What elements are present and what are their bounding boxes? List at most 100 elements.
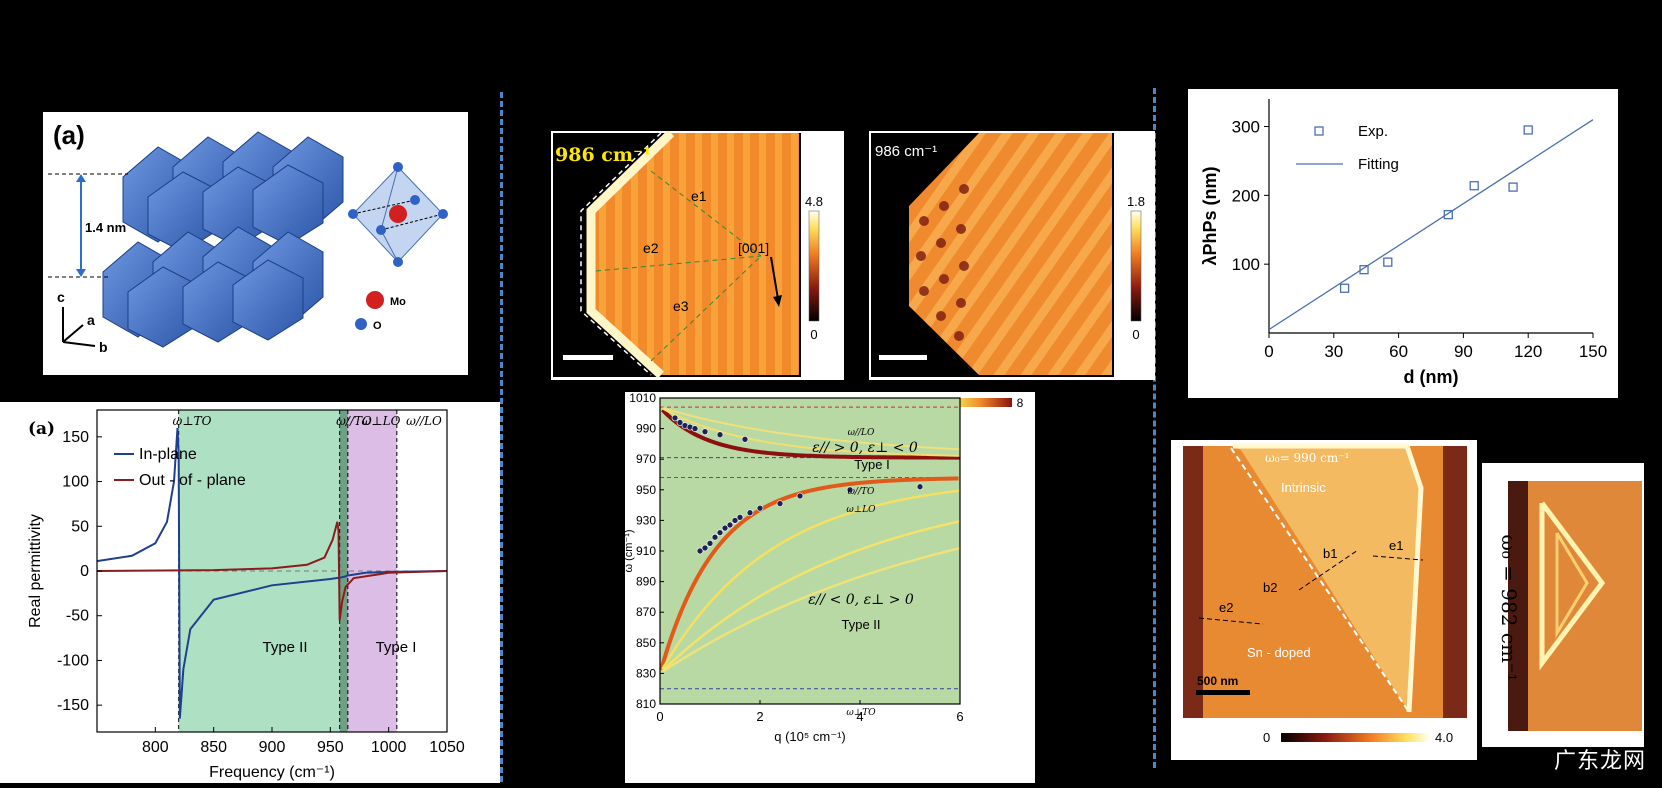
y-tick-label: 930	[636, 513, 656, 527]
octahedra-layer-bottom	[102, 226, 324, 348]
marker-to-perp: ω⊥TO	[173, 414, 212, 428]
side-panel: ω₀ = 982 cm⁻¹	[1482, 463, 1644, 747]
fitting-line	[1268, 119, 1594, 331]
wavelength-chart: 0 30 60 90 120 150 100 200 300 d (nm) λPhPs (nm) E…	[1200, 99, 1607, 387]
y-tick-label: 200	[1232, 186, 1260, 205]
data-point	[671, 414, 679, 422]
legend-fit: Fitting	[1358, 156, 1399, 173]
x-tick-label: 30	[1324, 342, 1343, 361]
label-lo-perp: ω⊥LO	[846, 505, 876, 515]
type2-branch	[659, 476, 959, 671]
side-image: ω₀ = 982 cm⁻¹	[1482, 463, 1644, 747]
exp-point	[1443, 209, 1453, 220]
wavelength-panel: 0 30 60 90 120 150 100 200 300 d (nm) λPhPs (nm) E…	[1188, 89, 1618, 398]
data-point	[701, 544, 709, 552]
exp-point	[1523, 125, 1533, 135]
label-e2: e2	[1219, 600, 1233, 615]
marker-to-par: ω//TO	[336, 414, 372, 428]
type1-label: Type I	[854, 457, 889, 472]
colorbar-max: 1.8	[1127, 194, 1145, 209]
nearfield-image-right: 986 cm⁻¹ 1.8 0	[871, 133, 1145, 377]
x-tick-label: 850	[200, 739, 227, 756]
type1-branch	[661, 408, 961, 460]
type1-higher-branch	[662, 406, 961, 451]
axis-b-label: b	[99, 339, 108, 355]
x-tick-label: 800	[142, 739, 169, 756]
type2-higher-branch	[661, 546, 961, 673]
scale-bar	[879, 355, 927, 360]
sn-doped-image: ω₀= 990 cm⁻¹ Intrinsic b1 b2 e1 e2 Sn - …	[1183, 443, 1467, 745]
x-tick-label: 90	[1454, 342, 1473, 361]
y-axis-label: λPhPs (nm)	[1200, 166, 1220, 265]
divider-left	[500, 92, 503, 782]
data-point	[726, 521, 734, 529]
y-tick-label: -100	[57, 652, 89, 669]
dispersion-panel: 0 8 024610109909709509309108908708508308…	[623, 391, 1035, 783]
y-tick-label: 50	[71, 518, 89, 535]
data-point	[846, 486, 854, 494]
label-b2: b2	[1263, 580, 1277, 595]
edge-e3: e3	[673, 298, 689, 314]
x-axis-label: q (10⁵ cm⁻¹)	[774, 729, 845, 744]
y-tick-label: -50	[66, 608, 89, 625]
interference-spots	[916, 184, 969, 341]
type1-higher-branch	[662, 407, 961, 457]
legend-mo: Mo	[390, 296, 406, 308]
x-tick-label: 6	[956, 709, 963, 724]
y-tick-label: 910	[636, 544, 656, 558]
y-axis-label: ω (cm⁻¹)	[625, 529, 635, 572]
x-tick-label: 1050	[429, 739, 465, 756]
x-tick-label: 900	[259, 739, 286, 756]
type2-higher-branch	[661, 489, 961, 670]
x-tick-label: 150	[1579, 342, 1607, 361]
x-tick-label: 1000	[371, 739, 407, 756]
scale-bar-label: 500 nm	[1197, 674, 1238, 688]
label-e1: e1	[1389, 538, 1403, 553]
crystal-structure-figure: (a) 1.4 nm c a	[48, 120, 448, 355]
y-tick-label: 990	[636, 422, 656, 436]
permittivity-panel: (a) 800 850 900 950 1000 1050 150 100 50 0 -50 -100…	[0, 402, 500, 783]
legend-exp: Exp.	[1358, 123, 1388, 140]
x-axis-label: Frequency (cm⁻¹)	[209, 764, 335, 781]
y-tick-label: 300	[1232, 118, 1260, 137]
edge-e1: e1	[691, 188, 707, 204]
label-b1: b1	[1323, 546, 1337, 561]
x-tick-label: 0	[656, 709, 663, 724]
y-tick-label: 950	[636, 483, 656, 497]
scale-bar	[563, 355, 613, 360]
y-tick-label: 100	[62, 474, 89, 491]
y-tick-label: 830	[636, 666, 656, 680]
type2-condition: ε// < 0, ε⊥ > 0	[808, 592, 914, 608]
frequency-label: ω₀ = 982 cm⁻¹	[1497, 534, 1521, 681]
x-tick-label: 120	[1514, 342, 1542, 361]
frequency-label: 986 cm⁻¹	[875, 143, 937, 160]
frequency-label: 986 cm⁻¹	[555, 144, 651, 166]
data-point	[916, 483, 924, 491]
data-point	[721, 524, 729, 532]
data-point	[691, 425, 699, 432]
panel-label: (a)	[53, 120, 85, 150]
data-point	[796, 492, 804, 500]
y-tick-label: 850	[636, 636, 656, 650]
scale-bar	[1196, 690, 1250, 695]
exp-point	[1469, 181, 1479, 191]
sn-doped-label: Sn - doped	[1247, 645, 1311, 660]
octahedra-layer-top	[122, 131, 344, 253]
exp-point	[1383, 257, 1393, 267]
permittivity-chart: (a) 800 850 900 950 1000 1050 150 100 50 0 -50 -100…	[27, 409, 465, 781]
o-legend-dot	[355, 318, 367, 330]
data-point	[701, 428, 709, 435]
region-type2-label: Type II	[262, 639, 307, 656]
x-tick-label: 2	[756, 709, 763, 724]
y-tick-label: 0	[80, 563, 89, 580]
layer-spacing: 1.4 nm	[85, 220, 126, 235]
panel-label: (a)	[28, 419, 55, 439]
colorbar-max: 4.8	[805, 194, 823, 209]
nearfield-image-left: 986 cm⁻¹ e1 e2 e3 [001] 4.8 0	[553, 129, 823, 379]
y-tick-label: 1010	[629, 392, 656, 405]
colorbar-min: 0	[1263, 730, 1270, 745]
y-axis-label: Real permittivity	[27, 514, 44, 628]
data-point	[716, 529, 724, 536]
data-point	[776, 500, 784, 507]
data-point	[756, 504, 764, 512]
